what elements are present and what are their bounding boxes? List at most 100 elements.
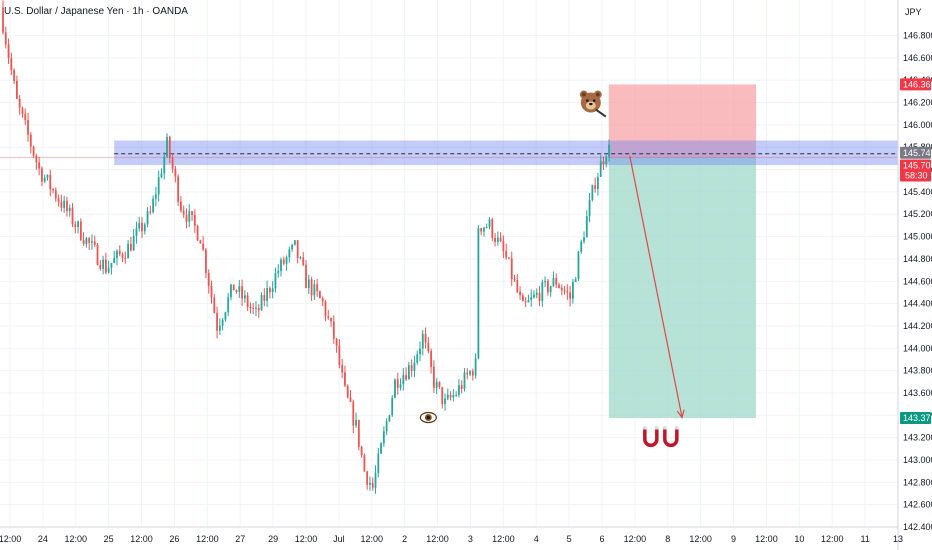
candle-body [271,288,274,293]
candle-body [71,207,74,225]
x-tick-label: 11 [860,534,869,544]
candle-body [563,290,566,292]
y-axis[interactable]: 142.400142.600142.800143.000143.200143.4… [903,31,932,532]
candle-body [460,385,463,389]
currency-label[interactable]: JPY [905,7,922,17]
candle-body [129,243,132,251]
candle-body [577,251,580,280]
candle-body [608,144,610,157]
drawing-zones [0,84,898,418]
y-tick-label: 142.600 [903,500,932,510]
candle-body [116,250,118,258]
candle-body [458,385,460,396]
high-price-label: 145.741 [903,148,932,158]
candle-body [207,272,210,286]
candle-body [374,472,377,488]
candle-body [66,200,68,212]
candle-body [168,137,171,158]
candle-body [188,211,191,222]
resistance-zone[interactable] [114,140,898,166]
candle-body [421,333,424,349]
candle-body [335,338,338,346]
candle-body [160,173,163,178]
candle-body [93,241,96,245]
take-profit-zone[interactable] [608,157,756,418]
x-axis[interactable]: 12:00 24 12:00 25 12:00 26 12:00 27 29 12:00 Jul 12… [0,534,903,544]
candle-body [135,228,138,237]
x-tick-label: 26 [169,534,179,544]
candle-body [24,113,27,121]
x-tick-label: 12:00 [755,534,778,544]
bear-icon [579,90,607,118]
candle-body [35,155,38,163]
magnet-icon [643,426,679,448]
candle-body [238,286,241,292]
x-tick-label: Jul [333,534,345,544]
candle-body [566,291,569,293]
candle-body [519,291,521,296]
candle-body [227,297,230,313]
y-tick-label: 144.800 [903,254,932,264]
candle-body [57,198,60,202]
candle-body [246,295,249,308]
y-tick-label: 143.600 [903,388,932,398]
x-tick-label: 12:00 [196,534,219,544]
candle-body [402,375,405,385]
candle-body [294,240,296,245]
candle-body [474,358,477,376]
candle-body [155,194,157,199]
candle-body [544,280,546,283]
candle-body [463,372,466,389]
candle-body [307,279,310,289]
candle-body [127,243,129,259]
candle-body [2,7,4,33]
candle-body [521,295,524,302]
x-tick-label: 6 [599,534,604,544]
y-tick-label: 146.600 [903,53,932,63]
candle-body [491,219,494,238]
candle-body [438,381,441,388]
candle-body [113,257,116,264]
candle-body [232,284,235,291]
candle-body [7,44,10,59]
candle-body [344,372,346,386]
candle-body [480,228,483,232]
candle-body [435,381,438,388]
stop-loss-zone[interactable] [608,84,756,158]
projection-arrow[interactable] [629,156,683,418]
candle-body [574,279,577,282]
candle-body [166,137,168,157]
candle-body [555,278,558,285]
candle-body [27,120,29,135]
candle-body [416,354,419,363]
candle-body [255,307,257,309]
candle-body [110,263,113,268]
candle-body [455,395,458,397]
candle-body [352,401,355,426]
symbol-title[interactable]: U.S. Dollar / Japanese Yen · 1h · OANDA [4,6,188,17]
candle-body [433,366,435,388]
candle-body [224,312,227,320]
y-tick-label: 145.000 [903,232,932,242]
price-badges: 146.362 145.741 145.708 58:30 143.376 [900,78,932,424]
candle-body [444,398,446,404]
candle-body [363,455,366,472]
candle-body [171,157,174,169]
candle-body [355,419,357,426]
candle-body [446,394,449,399]
candle-body [268,288,271,293]
candle-body [180,201,182,211]
candle-body [341,365,344,373]
candle-body [385,421,388,432]
candle-body [338,345,341,366]
candle-body [221,319,224,326]
x-tick-label: 12:00 [130,534,153,544]
candle-body [260,295,263,311]
candle-body [391,397,394,416]
candle-body [157,177,160,195]
candle-body [502,241,505,252]
candle-body [177,176,180,202]
candle-body [143,224,146,232]
candle-body [535,292,538,295]
